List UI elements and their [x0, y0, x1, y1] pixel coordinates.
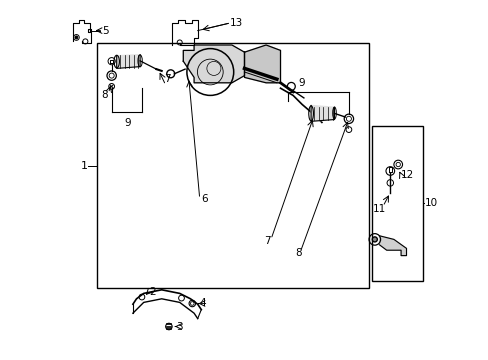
Text: 12: 12: [400, 170, 413, 180]
Text: 11: 11: [372, 204, 386, 214]
Circle shape: [371, 237, 377, 242]
Text: 9: 9: [298, 78, 305, 88]
Text: 6: 6: [201, 194, 208, 204]
Text: 13: 13: [230, 18, 243, 28]
Text: 4: 4: [199, 298, 206, 309]
Text: 10: 10: [425, 198, 437, 208]
Text: 5: 5: [102, 26, 109, 36]
Text: 8: 8: [295, 248, 301, 258]
Text: 1: 1: [81, 161, 88, 171]
Text: 3: 3: [176, 321, 183, 332]
Circle shape: [75, 36, 78, 39]
Polygon shape: [310, 105, 334, 121]
Polygon shape: [183, 45, 244, 83]
Polygon shape: [117, 55, 140, 68]
Text: 2: 2: [149, 287, 155, 297]
Text: 9: 9: [124, 118, 131, 128]
Bar: [371, 126, 422, 281]
Polygon shape: [379, 236, 406, 256]
Bar: [97, 43, 368, 288]
Polygon shape: [244, 45, 280, 83]
Text: 7: 7: [264, 236, 271, 246]
Text: 8: 8: [101, 90, 107, 100]
Text: 7: 7: [163, 74, 170, 84]
